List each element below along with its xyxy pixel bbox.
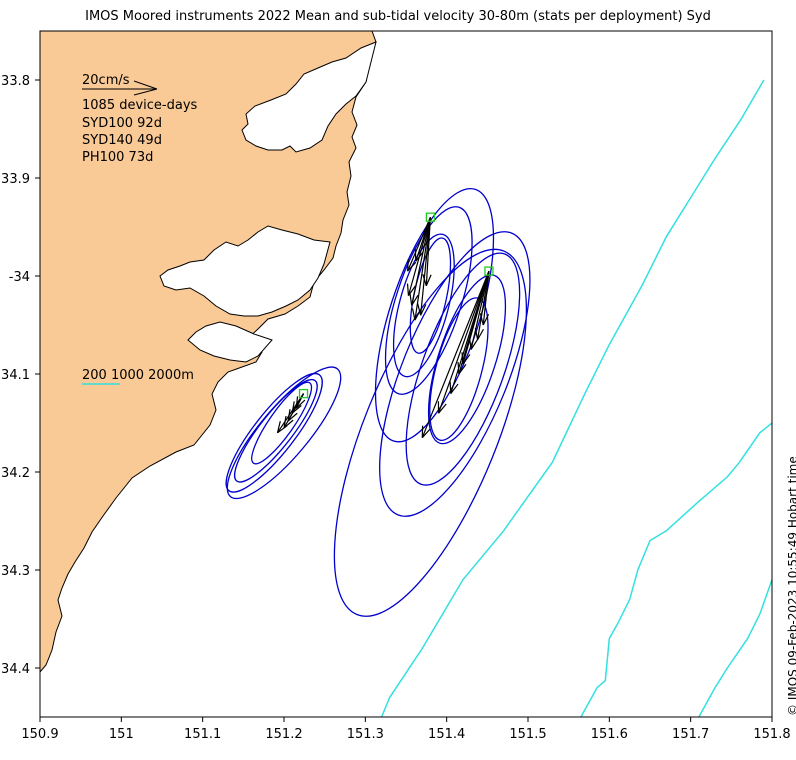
deployment-label-syd100: SYD100 92d <box>82 116 162 131</box>
y-tick-label: -34 <box>9 270 30 285</box>
variance-ellipse-syd140 <box>333 248 528 617</box>
x-tick-label: 151.3 <box>347 727 384 742</box>
velocity-arrow-syd100 <box>407 216 431 272</box>
isobath-layer <box>380 79 772 717</box>
y-axis: 33.8 33.9 -34 34.1 34.2 34.3 34.4 <box>1 74 40 677</box>
x-tick-label: 151.1 <box>184 727 221 742</box>
isobath-legend-label: 200 1000 2000m <box>82 368 194 383</box>
velocity-arrow-syd100 <box>417 217 431 316</box>
variance-ellipse-ph100 <box>233 378 318 483</box>
legend: 20cm/s 1085 device-days SYD100 92d SYD14… <box>82 73 198 385</box>
variance-ellipse-ph100 <box>225 372 323 493</box>
isobath-200m <box>380 79 765 717</box>
scale-arrow-icon <box>82 80 158 96</box>
velocity-arrow-syd100 <box>414 217 431 262</box>
velocity-arrow-syd100 <box>409 217 431 306</box>
x-axis: 150.9 151 151.1 151.2 151.3 151.4 151.5 151.6 15… <box>21 717 791 742</box>
isobath-1000m <box>580 422 772 717</box>
mooring-marker-syd100 <box>425 212 436 222</box>
variance-ellipse-syd140 <box>427 274 507 445</box>
velocity-arrow-syd140 <box>461 270 490 365</box>
mooring-marker-ph100 <box>298 388 309 399</box>
y-tick-label: 34.1 <box>1 368 30 383</box>
mooring-marker-layer <box>298 212 494 399</box>
deployment-label-ph100: PH100 73d <box>82 150 153 165</box>
x-tick-label: 150.9 <box>21 727 58 742</box>
velocity-arrow-layer <box>276 216 490 439</box>
y-tick-label: 34.2 <box>1 466 30 481</box>
scale-label: 20cm/s <box>82 73 130 88</box>
estuary-water <box>159 225 331 317</box>
mooring-marker-syd140 <box>484 266 494 276</box>
velocity-arrow-syd140 <box>468 270 490 350</box>
velocity-arrow-syd100 <box>422 217 432 287</box>
variance-ellipse-syd100 <box>374 187 495 443</box>
x-tick-label: 151.7 <box>672 727 709 742</box>
y-tick-label: 33.9 <box>1 172 30 187</box>
credit-text: © IMOS 09-Feb-2023 10:55:49 Hobart time <box>786 456 796 716</box>
chart-title: IMOS Moored instruments 2022 Mean and su… <box>85 9 711 24</box>
x-tick-label: 151.8 <box>753 727 790 742</box>
variance-ellipse-syd140 <box>405 252 521 486</box>
velocity-arrow-syd140 <box>474 271 490 340</box>
x-tick-label: 151.6 <box>591 727 628 742</box>
velocity-arrow-syd140 <box>479 271 490 326</box>
variance-ellipse-syd140 <box>379 231 531 517</box>
deployment-label-syd140: SYD140 49d <box>82 133 162 148</box>
velocity-arrow-ph100 <box>295 393 306 409</box>
isobath-2000m <box>698 579 772 717</box>
estuary-water <box>187 321 273 363</box>
x-tick-label: 151.2 <box>265 727 302 742</box>
y-tick-label: 33.8 <box>1 74 30 89</box>
velocity-arrow-syd140 <box>421 270 490 439</box>
device-days-label: 1085 device-days <box>82 98 198 113</box>
x-tick-label: 151.5 <box>509 727 546 742</box>
y-tick-label: 34.3 <box>1 564 30 579</box>
land-layer <box>39 30 377 674</box>
variance-ellipse-layer <box>225 187 531 617</box>
x-tick-label: 151 <box>109 727 134 742</box>
y-tick-label: 34.4 <box>1 662 30 677</box>
x-tick-label: 151.4 <box>428 727 465 742</box>
velocity-arrow-syd140 <box>437 270 490 414</box>
estuary-water <box>241 41 377 153</box>
variance-ellipse-syd100 <box>392 233 455 378</box>
variance-ellipse-ph100 <box>251 381 313 465</box>
